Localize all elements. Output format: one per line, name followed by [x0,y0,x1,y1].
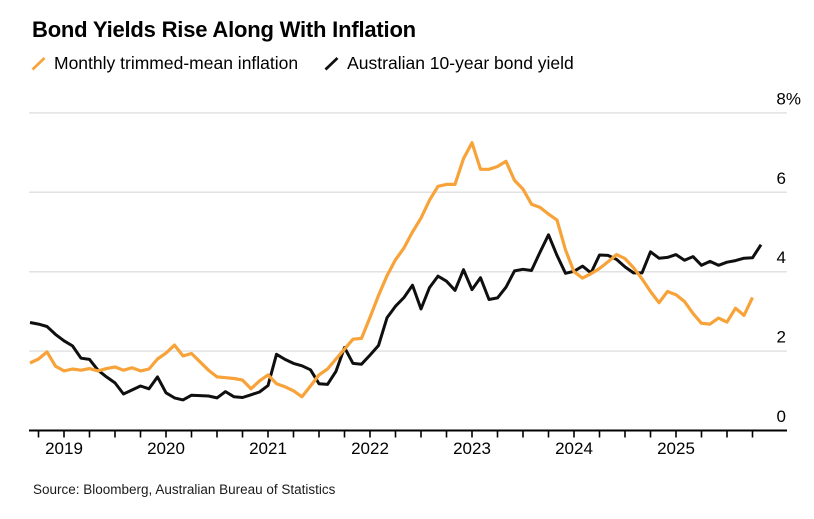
x-axis-label-2023: 2023 [453,439,491,458]
x-axis-label-2022: 2022 [351,439,389,458]
y-axis-label-0: 0 [777,407,786,426]
x-axis-label-2025: 2025 [657,439,695,458]
inflation-line [29,141,754,399]
slash-icon [31,56,46,70]
chart-title: Bond Yields Rise Along With Inflation [32,17,416,42]
legend-label: Australian 10-year bond yield [347,53,574,73]
legend-label: Monthly trimmed-mean inflation [54,53,299,73]
x-axis-label-2019: 2019 [45,439,83,458]
legend-item-bond-yield: Australian 10-year bond yield [324,53,574,74]
x-axis-label-2021: 2021 [249,439,287,458]
x-axis-label-2020: 2020 [147,439,185,458]
x-axis-label-2024: 2024 [555,439,593,458]
legend-item-inflation: Monthly trimmed-mean inflation [31,53,298,74]
source-attribution: Source: Bloomberg, Australian Bureau of … [33,482,336,497]
y-axis-label-6: 6 [777,169,786,188]
legend: Monthly trimmed-mean inflation Australian… [31,53,574,74]
slash-icon [324,56,339,70]
y-axis-label-4: 4 [777,248,786,267]
y-axis-label-8pct: 8% [776,89,801,108]
y-axis-label-2: 2 [777,328,786,347]
